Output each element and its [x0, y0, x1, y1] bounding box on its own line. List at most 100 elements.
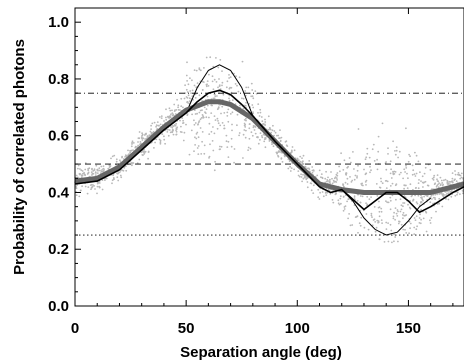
scatter-point [420, 208, 422, 211]
scatter-point [375, 226, 378, 229]
scatter-point [182, 139, 185, 142]
plot-frame [74, 7, 464, 307]
scatter-point [366, 195, 369, 198]
scatter-point [112, 177, 115, 179]
scatter-point [368, 198, 371, 201]
scatter-point [451, 177, 454, 180]
scatter-point [357, 164, 359, 167]
scatter-point [241, 97, 243, 100]
scatter-point [191, 113, 194, 116]
scatter-point [143, 134, 146, 136]
scatter-point [138, 131, 141, 133]
scatter-point [312, 184, 315, 187]
scatter-point [339, 197, 342, 200]
scatter-point [339, 170, 341, 173]
scatter-point [187, 94, 190, 97]
scatter-point [252, 125, 255, 127]
scatter-point [320, 176, 322, 179]
scatter-point [201, 114, 204, 116]
scatter-point [270, 131, 273, 134]
scatter-point [185, 88, 188, 91]
scatter-point [78, 172, 81, 175]
scatter-point [387, 147, 389, 150]
scatter-point [378, 186, 381, 189]
scatter-point [370, 196, 372, 199]
scatter-point [253, 129, 256, 131]
scatter-point [198, 111, 201, 114]
scatter-point [435, 210, 437, 213]
scatter-point [442, 183, 444, 186]
scatter-point [279, 129, 281, 132]
envelope-curve-1 [185, 64, 254, 116]
scatter-point [337, 199, 340, 202]
scatter-point [370, 169, 372, 172]
scatter-point [390, 168, 392, 171]
scatter-point [230, 145, 233, 148]
scatter-point [377, 221, 379, 224]
scatter-point [174, 109, 176, 112]
scatter-point [95, 164, 98, 167]
scatter-point [411, 173, 414, 176]
scatter-point [197, 136, 200, 139]
scatter-point [417, 160, 420, 163]
scatter-point [297, 170, 300, 173]
scatter-point [359, 201, 362, 204]
scatter-point [459, 177, 462, 180]
scatter-point [403, 184, 406, 187]
scatter-point [335, 181, 338, 183]
scatter-point [102, 169, 105, 172]
scatter-point [119, 159, 121, 162]
scatter-point [461, 189, 464, 192]
scatter-point [432, 196, 435, 199]
scatter-point [332, 179, 335, 182]
scatter-point [319, 191, 321, 194]
scatter-point [409, 183, 412, 186]
scatter-point [373, 160, 376, 162]
scatter-point [370, 212, 373, 215]
scatter-point [356, 215, 359, 218]
scatter-point [115, 158, 118, 161]
scatter-point [402, 228, 405, 231]
scatter-point [442, 195, 445, 198]
scatter-point [137, 141, 139, 143]
scatter-point [347, 198, 350, 201]
scatter-point [140, 142, 142, 145]
scatter-point [416, 225, 418, 228]
scatter-point [244, 123, 247, 126]
scatter-point [127, 149, 129, 152]
scatter-point [349, 224, 352, 227]
scatter-point [161, 133, 164, 136]
scatter-point [442, 193, 445, 196]
scatter-point [401, 214, 404, 216]
scatter-point [320, 173, 323, 176]
scatter-point [81, 170, 84, 172]
scatter-point [400, 204, 403, 207]
scatter-point [348, 157, 351, 159]
scatter-point [201, 140, 204, 143]
scatter-point [356, 200, 359, 202]
scatter-point [290, 167, 293, 170]
scatter-point [155, 125, 158, 128]
scatter-point [340, 152, 342, 155]
scatter-point [338, 165, 340, 168]
scatter-point [125, 169, 128, 172]
scatter-point [214, 160, 217, 163]
scatter-point [346, 177, 349, 180]
scatter-point [393, 170, 396, 173]
scatter-point [163, 135, 165, 138]
scatter-point [244, 126, 247, 128]
scatter-point [406, 187, 409, 190]
scatter-point [225, 140, 228, 143]
scatter-point [381, 182, 384, 185]
scatter-point [299, 161, 301, 164]
scatter-point [351, 224, 354, 226]
scatter-point [220, 145, 223, 148]
scatter-point [365, 156, 368, 159]
scatter-point [293, 149, 296, 152]
scatter-point [437, 186, 440, 189]
scatter-point [400, 223, 403, 226]
scatter-point [80, 174, 83, 177]
scatter-point [193, 119, 195, 122]
scatter-point [190, 92, 193, 94]
scatter-point [177, 104, 180, 107]
